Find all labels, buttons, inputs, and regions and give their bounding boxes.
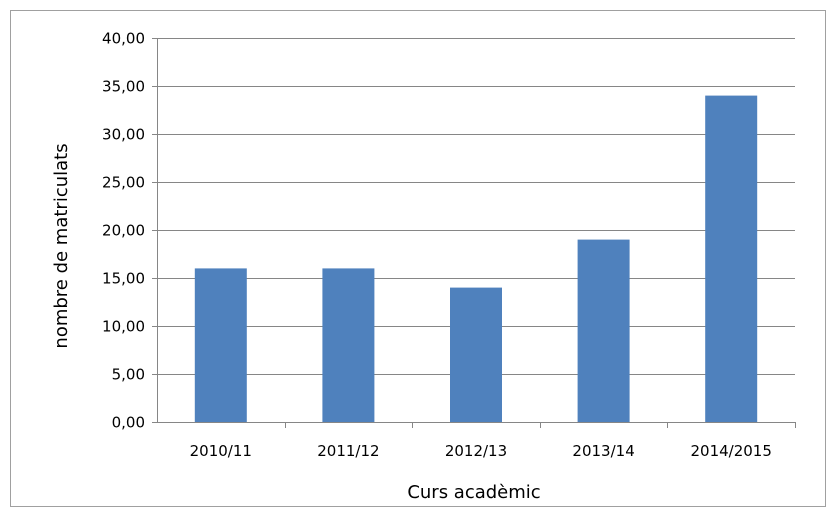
x-axis-title: Curs acadèmic — [407, 482, 540, 503]
chart-frame — [10, 10, 826, 507]
y-tick-label: 30,00 — [102, 126, 145, 144]
bar-2011-12 — [322, 268, 375, 422]
y-axis-title: nombre de matriculats — [51, 143, 72, 348]
x-tick-label: 2013/14 — [572, 442, 634, 460]
y-tick-label: 0,00 — [112, 414, 145, 432]
y-tick-label: 40,00 — [102, 30, 145, 48]
bars — [194, 95, 758, 422]
y-tick-label: 35,00 — [102, 78, 145, 96]
y-tick-labels: 0,00 5,00 10,00 15,00 20,00 25,00 30,00 35,00 40… — [102, 30, 145, 432]
bar-2010-11 — [194, 268, 247, 422]
y-tick-label: 20,00 — [102, 222, 145, 240]
bar-2013-14 — [577, 239, 630, 422]
x-tick-label: 2014/2015 — [690, 442, 771, 460]
x-tick-label: 2010/11 — [190, 442, 252, 460]
gridlines — [157, 38, 795, 375]
y-tick-label: 25,00 — [102, 174, 145, 192]
x-tick-label: 2012/13 — [445, 442, 507, 460]
axes — [152, 38, 796, 428]
bar-2014-2015 — [705, 95, 758, 422]
y-tick-label: 5,00 — [112, 366, 145, 384]
x-tick-labels: 2010/11 2011/12 2012/13 2013/14 2014/2015 — [190, 442, 772, 460]
y-tick-label: 15,00 — [102, 270, 145, 288]
y-tick-label: 10,00 — [102, 318, 145, 336]
x-tick-label: 2011/12 — [317, 442, 379, 460]
bar-2012-13 — [450, 287, 502, 422]
